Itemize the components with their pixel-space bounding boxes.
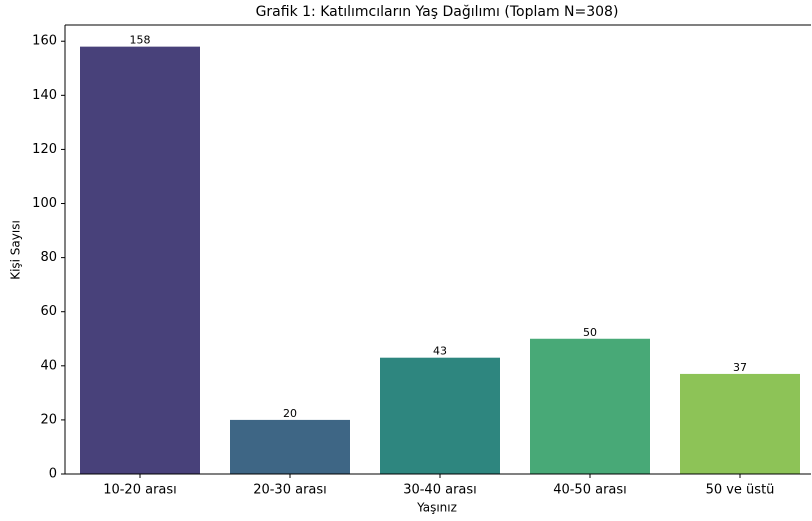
bar [230,419,350,474]
data-label: 43 [433,345,447,358]
bar [530,338,650,474]
bar [680,373,800,474]
y-tick-label: 80 [40,250,57,265]
x-tick-label: 20-30 arası [253,483,327,498]
y-axis-label: Kişi Sayısı [9,220,23,280]
data-label: 37 [733,361,747,374]
y-tick-label: 120 [32,142,57,157]
data-label: 50 [583,326,597,339]
y-tick-label: 20 [40,412,57,427]
y-tick-label: 100 [32,196,57,211]
x-tick-label: 50 ve üstü [706,483,775,498]
bar [80,46,200,475]
bar [380,357,500,474]
y-tick-label: 160 [32,34,57,49]
data-label: 158 [130,34,151,47]
x-tick-label: 40-50 arası [553,483,627,498]
y-tick-label: 140 [32,88,57,103]
chart-title: Grafik 1: Katılımcıların Yaş Dağılımı (T… [256,4,619,20]
x-tick-label: 10-20 arası [103,483,177,498]
x-tick-label: 30-40 arası [403,483,477,498]
x-axis-label: Yaşınız [416,501,457,515]
y-tick-label: 60 [40,304,57,319]
y-tick-label: 40 [40,358,57,373]
data-label: 20 [283,407,297,420]
y-tick-label: 0 [49,467,57,482]
